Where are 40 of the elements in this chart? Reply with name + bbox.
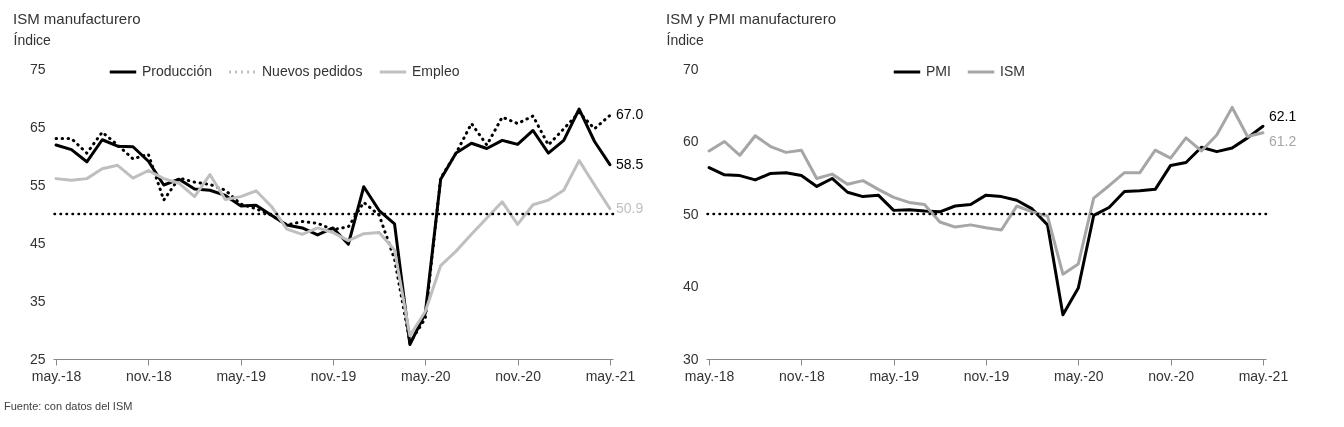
- y-axis-title: Índice: [666, 31, 705, 48]
- x-tick-label: nov.-20: [495, 367, 542, 384]
- x-tick-label: nov.-18: [126, 367, 172, 384]
- legend-label: PMI: [926, 63, 951, 79]
- data-label: 62.1: [1268, 108, 1297, 125]
- data-label: 50.9: [615, 199, 644, 216]
- y-tick-label: 30: [682, 350, 699, 367]
- source-note: Fuente: con datos del ISM: [4, 400, 133, 412]
- legend-label: ISM: [1000, 63, 1025, 79]
- data-label: 58.5: [615, 155, 644, 172]
- x-tick-label: may.-21: [585, 367, 636, 384]
- x-tick-label: nov.-18: [779, 367, 825, 384]
- x-tick-label: may.-20: [401, 367, 451, 384]
- x-tick-label: nov.-19: [310, 367, 357, 384]
- legend-label: Producción: [142, 63, 213, 79]
- data-label: 61.2: [1268, 132, 1297, 149]
- x-tick-label: nov.-20: [1148, 367, 1195, 384]
- chart-title: ISM manufacturero: [13, 10, 141, 27]
- y-tick-label: 25: [29, 350, 46, 367]
- x-tick-label: may.-18: [684, 367, 735, 384]
- y-tick-label: 75: [29, 60, 46, 77]
- x-tick-label: may.-21: [1238, 367, 1289, 384]
- x-tick-label: may.-19: [869, 367, 920, 384]
- x-tick-label: may.-19: [216, 367, 267, 384]
- legend-label: Nuevos pedidos: [262, 63, 363, 79]
- chart-title: ISM y PMI manufacturero: [666, 10, 837, 27]
- y-tick-label: 60: [682, 133, 699, 149]
- y-tick-label: 35: [29, 292, 46, 309]
- x-tick-label: nov.-19: [963, 367, 1010, 384]
- y-tick-label: 55: [29, 176, 46, 193]
- y-tick-label: 50: [682, 205, 699, 222]
- y-tick-label: 65: [29, 118, 46, 135]
- x-tick-label: may.-20: [1054, 367, 1104, 384]
- x-tick-label: may.-18: [31, 367, 82, 384]
- data-label: 67.0: [615, 106, 644, 123]
- y-tick-label: 70: [682, 60, 699, 77]
- y-tick-label: 45: [29, 234, 46, 251]
- y-tick-label: 40: [682, 278, 699, 294]
- legend-label: Empleo: [412, 63, 460, 79]
- y-axis-title: Índice: [13, 31, 52, 48]
